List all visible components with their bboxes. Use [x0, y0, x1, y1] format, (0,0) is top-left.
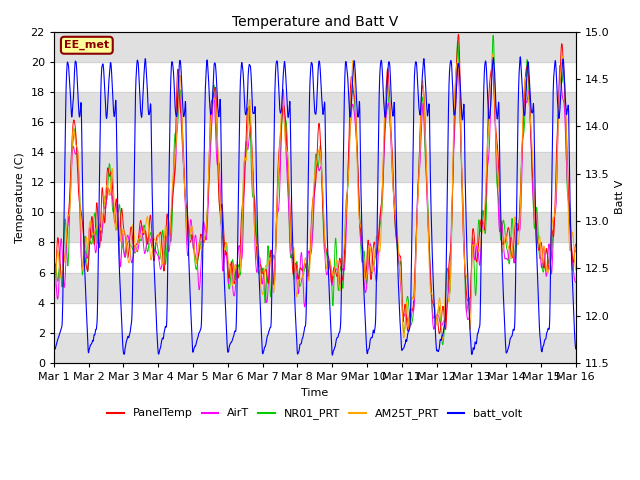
Bar	[54, 333, 575, 363]
Y-axis label: Batt V: Batt V	[615, 180, 625, 215]
Text: EE_met: EE_met	[64, 40, 109, 50]
X-axis label: Time: Time	[301, 388, 328, 397]
Bar	[54, 152, 575, 182]
Bar	[54, 92, 575, 122]
Y-axis label: Temperature (C): Temperature (C)	[15, 152, 25, 243]
Bar	[54, 32, 575, 62]
Bar	[54, 212, 575, 242]
Bar	[54, 273, 575, 303]
Legend: PanelTemp, AirT, NR01_PRT, AM25T_PRT, batt_volt: PanelTemp, AirT, NR01_PRT, AM25T_PRT, ba…	[103, 404, 527, 424]
Title: Temperature and Batt V: Temperature and Batt V	[232, 15, 398, 29]
